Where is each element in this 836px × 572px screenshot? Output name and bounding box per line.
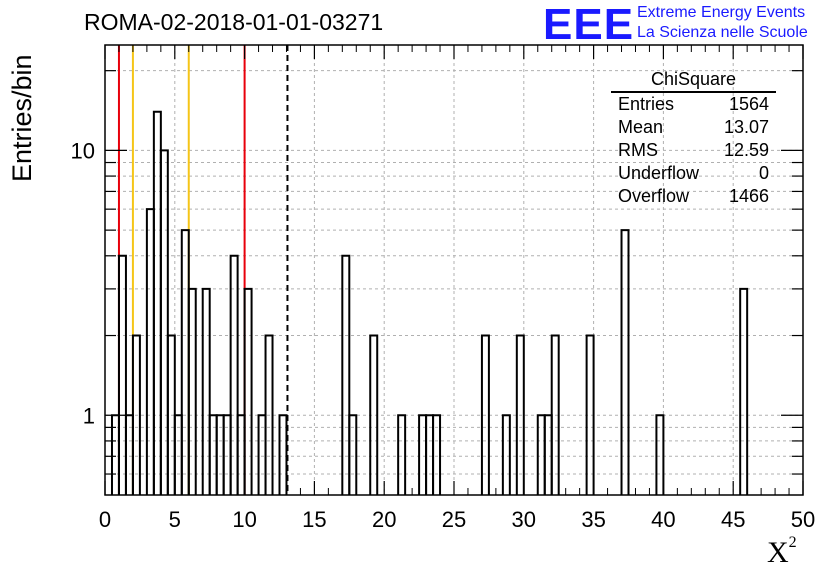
- x-tick-label: 5: [169, 507, 181, 532]
- histogram-bar: [739, 287, 749, 495]
- x-axis-label: X2: [767, 534, 797, 570]
- y-axis-label: Entries/bin: [7, 54, 37, 182]
- histogram-bar: [397, 414, 407, 495]
- histogram-bar: [201, 287, 211, 495]
- y-tick-label: 10: [71, 138, 95, 163]
- stats-title: ChiSquare: [611, 67, 776, 93]
- histogram-bar: [515, 334, 525, 495]
- x-tick-label: 25: [442, 507, 466, 532]
- x-tick-label: 40: [651, 507, 675, 532]
- histogram-bar: [117, 254, 127, 495]
- x-tick-label: 45: [721, 507, 745, 532]
- histogram-bar: [152, 110, 162, 495]
- x-tick-label: 0: [99, 507, 111, 532]
- logo-text-line2: La Scienza nelle Scuole: [637, 24, 808, 41]
- histogram-bar: [550, 334, 560, 495]
- y-tick-label: 1: [83, 403, 95, 428]
- histogram-bar: [159, 149, 169, 495]
- histogram-bar: [180, 229, 190, 495]
- stats-box: ChiSquare Entries 1564 Mean 13.07 RMS 12…: [611, 67, 776, 208]
- histogram-bar: [243, 287, 253, 495]
- x-tick-label: 35: [581, 507, 605, 532]
- stats-label: Underflow: [618, 163, 700, 183]
- stats-label: Mean: [618, 117, 664, 137]
- histogram-bar: [620, 229, 630, 495]
- x-axis-label-superscript: 2: [788, 534, 797, 551]
- plot-title: ROMA-02-2018-01-01-03271: [84, 9, 384, 35]
- histogram-bar: [278, 414, 288, 495]
- histogram-bar: [229, 254, 239, 495]
- stats-row-underflow: Underflow 0: [611, 162, 776, 185]
- stats-row-overflow: Overflow 1466: [611, 185, 776, 208]
- stats-label: RMS: [618, 140, 658, 160]
- histogram-bar: [432, 414, 442, 495]
- histogram-bar: [145, 208, 155, 495]
- stats-row-entries: Entries 1564: [611, 93, 776, 116]
- x-tick-label: 15: [302, 507, 326, 532]
- stats-row-rms: RMS 12.59: [611, 139, 776, 162]
- histogram-bar: [187, 287, 197, 495]
- x-tick-label: 50: [791, 507, 815, 532]
- stats-label: Entries: [618, 94, 675, 114]
- logo-text-line1: Extreme Energy Events: [637, 4, 806, 21]
- stats-label: Overflow: [618, 186, 690, 206]
- histogram-bar: [655, 414, 665, 495]
- stats-value: 1564: [728, 94, 769, 114]
- x-tick-label: 20: [372, 507, 396, 532]
- x-tick-label: 30: [512, 507, 536, 532]
- histogram-bar: [348, 414, 358, 495]
- stats-value: 0: [758, 163, 769, 183]
- histogram-bar: [264, 334, 274, 495]
- eee-logo: EEE: [543, 0, 635, 49]
- x-tick-label: 10: [232, 507, 256, 532]
- histogram-bar: [585, 334, 595, 495]
- stats-row-mean: Mean 13.07: [611, 116, 776, 139]
- stats-value: 1466: [728, 186, 769, 206]
- stats-value: 13.07: [723, 117, 769, 137]
- histogram-bar: [501, 414, 511, 495]
- stats-value: 12.59: [723, 140, 769, 160]
- x-axis-label-main: X: [767, 536, 789, 569]
- histogram-bar: [480, 334, 490, 495]
- histogram-bar: [131, 334, 141, 495]
- histogram-bar: [341, 254, 351, 495]
- histogram-bar: [369, 334, 379, 495]
